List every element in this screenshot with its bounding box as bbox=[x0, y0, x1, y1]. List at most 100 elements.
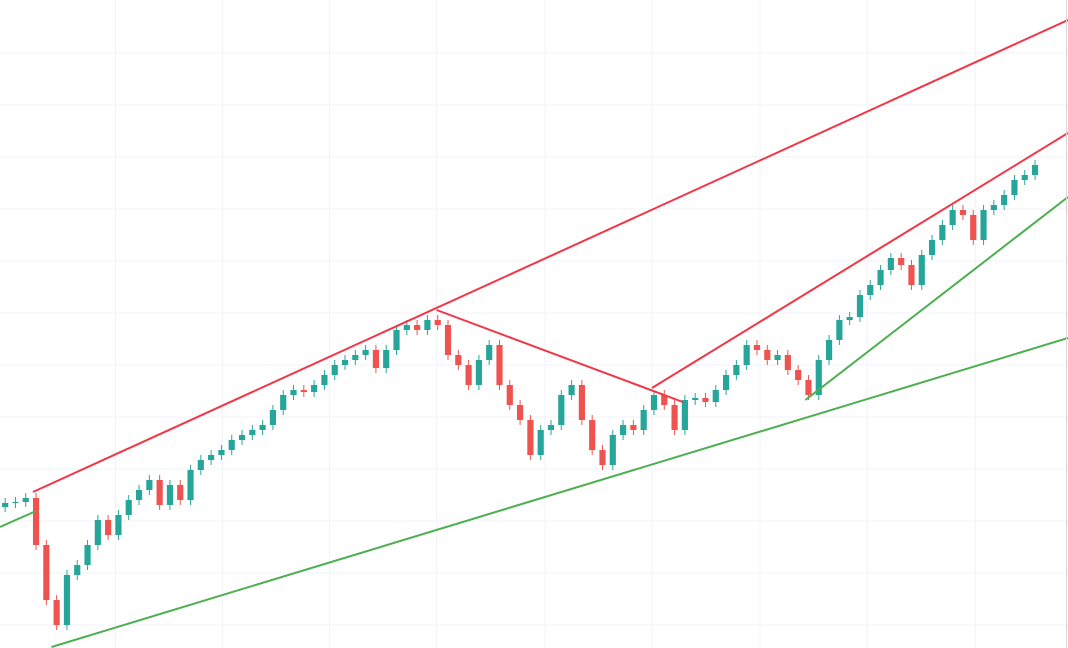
trendline bbox=[0, 510, 37, 528]
candle-body bbox=[1011, 180, 1018, 195]
candle-body bbox=[939, 225, 946, 240]
candle-body bbox=[115, 515, 122, 535]
candle-body bbox=[506, 385, 513, 405]
candle-body bbox=[125, 500, 132, 515]
candle-body bbox=[2, 503, 9, 507]
candle-body bbox=[949, 210, 956, 225]
candle-body bbox=[908, 265, 915, 285]
candle-body bbox=[290, 390, 297, 395]
candle-body bbox=[898, 258, 905, 265]
candle-body bbox=[218, 450, 225, 455]
candle-body bbox=[187, 470, 194, 500]
candle-body bbox=[331, 365, 338, 375]
candle-body bbox=[341, 360, 349, 365]
candle-body bbox=[321, 375, 328, 385]
candle-body bbox=[825, 340, 833, 360]
candle-body bbox=[537, 430, 544, 455]
candle-body bbox=[619, 425, 627, 435]
candle-body bbox=[1021, 175, 1028, 180]
candle-body bbox=[393, 330, 400, 350]
candle-body bbox=[795, 370, 802, 380]
candle-body bbox=[383, 350, 390, 368]
candle-body bbox=[362, 350, 369, 355]
candle-body bbox=[74, 565, 81, 575]
candle-body bbox=[43, 545, 50, 600]
candle-body bbox=[990, 205, 997, 210]
candle-body bbox=[856, 295, 864, 317]
candle-body bbox=[774, 355, 781, 360]
candle-body bbox=[259, 425, 266, 430]
candles bbox=[2, 160, 1039, 630]
candle-body bbox=[166, 485, 174, 505]
candle-body bbox=[970, 215, 977, 240]
candle-body bbox=[578, 385, 585, 420]
trendline bbox=[32, 19, 1068, 493]
candle-body bbox=[475, 360, 482, 385]
candle-body bbox=[712, 390, 719, 402]
candle-body bbox=[249, 430, 256, 435]
candle-body bbox=[208, 455, 215, 460]
candle-body bbox=[743, 345, 750, 365]
candle-body bbox=[269, 410, 277, 425]
candle-body bbox=[1001, 195, 1008, 205]
candle-body bbox=[228, 440, 235, 450]
candle-body bbox=[32, 498, 40, 545]
candle-body bbox=[94, 520, 101, 545]
candle-body bbox=[444, 325, 452, 355]
candle-body bbox=[568, 385, 575, 395]
candle-body bbox=[784, 355, 791, 370]
candle-body bbox=[650, 395, 658, 410]
candle-body bbox=[414, 325, 421, 330]
trendline bbox=[804, 196, 1068, 401]
candle-body bbox=[547, 425, 555, 430]
candle-body bbox=[980, 210, 987, 240]
candle-body bbox=[609, 435, 616, 465]
candle-body bbox=[692, 398, 699, 400]
candle-body bbox=[661, 395, 668, 405]
candle-body bbox=[630, 425, 637, 430]
trendline bbox=[51, 337, 1068, 648]
candle-body bbox=[877, 270, 884, 285]
candle-body bbox=[238, 435, 246, 440]
candle-body bbox=[846, 317, 853, 320]
candle-body bbox=[527, 420, 534, 455]
candle-body bbox=[455, 355, 462, 365]
candle-body bbox=[887, 258, 894, 270]
candle-body bbox=[681, 400, 688, 430]
trendline bbox=[436, 309, 684, 403]
candle-body bbox=[753, 345, 761, 350]
trendlines bbox=[0, 19, 1068, 648]
candle-body bbox=[197, 460, 204, 470]
candle-body bbox=[640, 410, 647, 430]
candle-body bbox=[815, 360, 822, 395]
candle-body bbox=[105, 520, 112, 535]
candle-body bbox=[424, 320, 431, 330]
candle-body bbox=[517, 405, 524, 420]
candle-body bbox=[84, 545, 91, 565]
candle-body bbox=[918, 255, 925, 285]
candle-body bbox=[300, 390, 307, 392]
candle-body bbox=[805, 380, 812, 395]
trendline bbox=[651, 132, 1068, 389]
candle-body bbox=[352, 355, 359, 360]
candle-body bbox=[496, 345, 503, 385]
candle-body bbox=[53, 600, 60, 625]
candle-body bbox=[959, 210, 967, 215]
candle-body bbox=[63, 575, 71, 625]
candle-body bbox=[372, 350, 380, 368]
candle-body bbox=[599, 450, 606, 465]
candle-body bbox=[12, 502, 19, 503]
candle-body bbox=[280, 395, 287, 410]
candle-body bbox=[867, 285, 874, 295]
candle-body bbox=[764, 350, 771, 360]
candle-body bbox=[722, 375, 730, 390]
candle-body bbox=[702, 398, 709, 402]
candle-body bbox=[558, 395, 565, 425]
candle-body bbox=[733, 365, 740, 375]
candle-body bbox=[1031, 165, 1039, 175]
candle-body bbox=[434, 320, 441, 325]
